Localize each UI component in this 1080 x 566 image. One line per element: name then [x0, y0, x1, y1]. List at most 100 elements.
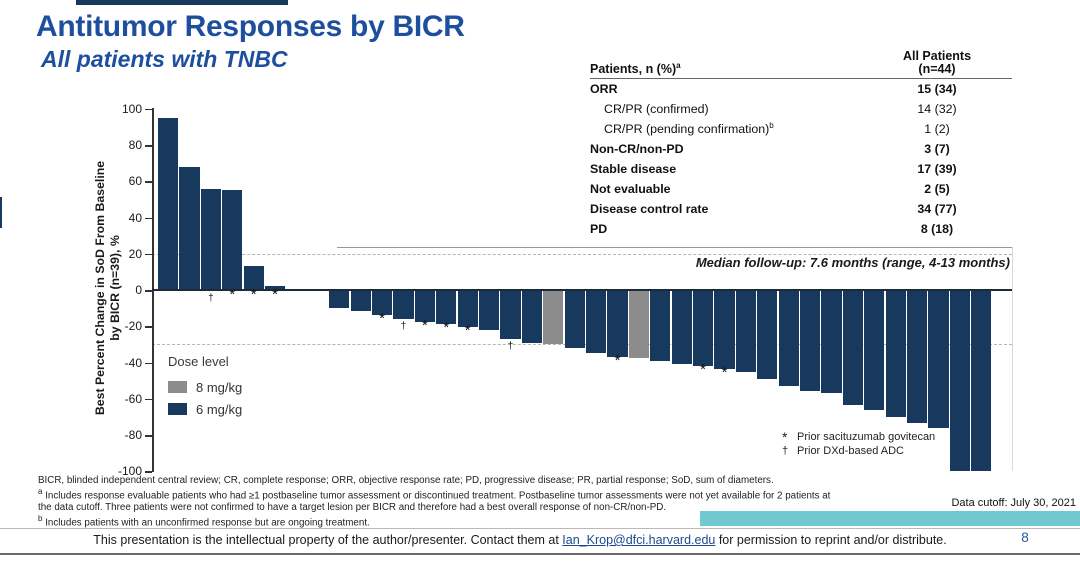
table-row-not-evaluable: Not evaluable 2 (5)	[590, 179, 1012, 199]
data-cutoff-note: Data cutoff: July 30, 2021	[951, 497, 1076, 509]
row-value: 2 (5)	[924, 182, 950, 196]
bar-patient-27	[714, 290, 735, 369]
y-tick-mark-80	[145, 145, 152, 147]
legend-label-6mgkg: 6 mg/kg	[196, 401, 243, 417]
dagger-marker-icon: †	[782, 445, 789, 457]
bar-patient-39	[971, 290, 992, 472]
marker-sacituzumab-bar-11: *	[379, 310, 386, 328]
marker-sacituzumab-bar-6: *	[272, 286, 279, 303]
row-label-superscript: b	[769, 121, 774, 131]
bar-patient-20	[564, 290, 585, 348]
legend-swatch-8mgkg	[168, 381, 187, 393]
bar-patient-2	[179, 166, 200, 290]
header-label-superscript: a	[676, 60, 681, 70]
row-label-text: Disease control rate	[590, 202, 709, 216]
marker-legend-sacituzumab: * Prior sacituzumab govitecan	[782, 430, 935, 444]
y-tick-label--80: -80	[124, 428, 142, 442]
footnotes: BICR, blinded independent central review…	[38, 475, 938, 529]
y-tick-mark-60	[145, 181, 152, 183]
footnote-b-superscript: b	[38, 514, 43, 524]
marker-sacituzumab-bar-26: *	[700, 361, 707, 379]
bar-patient-22	[607, 290, 628, 358]
y-tick-mark--20	[145, 326, 152, 328]
table-row-stable-disease: Stable disease 17 (39)	[590, 159, 1012, 179]
footnote-a-text1: Includes response evaluable patients who…	[45, 490, 831, 502]
dose-legend: Dose level 8 mg/kg 6 mg/kg	[168, 354, 242, 420]
row-label: ORR	[590, 82, 862, 96]
bar-patient-5	[243, 266, 264, 290]
y-tick-label--60: -60	[124, 391, 142, 406]
bar-patient-15	[457, 290, 478, 328]
marker-dxd-bar-3: †	[208, 293, 214, 304]
bottom-edge-rule	[0, 553, 1080, 555]
bar-patient-36	[907, 290, 928, 424]
row-label-text: CR/PR (pending confirmation)	[604, 122, 770, 137]
teal-accent-bar	[700, 511, 1080, 526]
bar-patient-11	[372, 290, 393, 316]
top-decor-strip	[76, 0, 288, 5]
row-label: Stable disease	[590, 162, 862, 176]
marker-legend: * Prior sacituzumab govitecan † Prior DX…	[782, 430, 935, 458]
marker-legend-dxd-label: Prior DXd-based ADC	[797, 445, 904, 457]
left-edge-decor	[0, 197, 2, 228]
row-label-text: Stable disease	[590, 162, 677, 176]
marker-legend-dxd: † Prior DXd-based ADC	[782, 444, 935, 458]
row-value: 8 (18)	[920, 222, 954, 236]
y-tick-mark--60	[145, 398, 152, 401]
bar-patient-1	[158, 117, 179, 290]
y-tick-mark--100	[145, 471, 152, 473]
header-value-line1: All Patients	[902, 49, 972, 63]
row-label: Non-CR/non-PD	[590, 142, 862, 156]
dose-legend-item-8mgkg: 8 mg/kg	[168, 376, 242, 398]
row-value: 34 (77)	[917, 202, 957, 216]
row-label: Disease control rate	[590, 202, 862, 216]
page-subtitle: All patients with TNBC	[41, 46, 288, 72]
marker-sacituzumab-bar-5: *	[250, 286, 257, 303]
bar-patient-25	[671, 290, 692, 365]
footer-separator	[0, 528, 1080, 529]
table-row-crpr-pending: CR/PR (pending confirmation)b 1 (2)	[590, 119, 1012, 139]
row-label-text: ORR	[590, 82, 618, 96]
bar-patient-19	[543, 290, 564, 345]
row-label: CR/PR (confirmed)	[590, 102, 862, 116]
legend-label-8mgkg: 8 mg/kg	[196, 379, 243, 395]
table-row-non-cr-non-pd: Non-CR/non-PD 3 (7)	[590, 139, 1012, 159]
row-value: 1 (2)	[924, 122, 950, 136]
bar-patient-33	[842, 290, 863, 406]
results-table: Patients, n (%)a All Patients (n=44) ORR…	[590, 48, 1012, 239]
row-label-text: Non-CR/non-PD	[590, 142, 684, 156]
footnote-a-line1: a Includes response evaluable patients w…	[38, 486, 938, 502]
chart-right-frame	[1012, 247, 1013, 471]
table-row-orr: ORR 15 (34)	[590, 79, 1012, 99]
header-value-line2: (n=44)	[918, 62, 956, 76]
bar-patient-18	[521, 290, 542, 343]
y-tick-mark-0	[145, 290, 152, 292]
results-table-header-label: Patients, n (%)a	[590, 61, 862, 76]
row-value: 3 (7)	[924, 142, 950, 156]
contact-email-link[interactable]: Ian_Krop@dfci.harvard.edu	[562, 533, 716, 547]
bar-patient-16	[479, 290, 500, 330]
bar-patient-32	[821, 290, 842, 394]
footnote-abbreviations: BICR, blinded independent central review…	[38, 475, 774, 486]
y-tick-mark-100	[145, 108, 152, 111]
results-table-header: Patients, n (%)a All Patients (n=44)	[590, 48, 1012, 79]
y-tick-label--20: -20	[124, 319, 142, 334]
footer-text-before: This presentation is the intellectual pr…	[93, 533, 563, 547]
results-table-header-value: All Patients (n=44)	[862, 50, 1012, 76]
bar-patient-37	[928, 290, 949, 428]
dose-legend-item-6mgkg: 6 mg/kg	[168, 398, 242, 420]
y-tick-label--100: -100	[117, 464, 142, 479]
bar-patient-6	[265, 286, 286, 290]
y-tick-label-20: 20	[128, 246, 142, 261]
row-value: 17 (39)	[917, 162, 957, 176]
y-tick-label-80: 80	[128, 138, 142, 152]
marker-sacituzumab-bar-27: *	[721, 363, 728, 381]
bar-patient-21	[586, 290, 607, 353]
bar-patient-14	[436, 290, 457, 325]
bar-patient-17	[500, 290, 521, 339]
bar-patient-24	[650, 290, 671, 361]
row-label-text: PD	[590, 222, 608, 236]
page-title: Antitumor Responses by BICR	[36, 10, 465, 43]
